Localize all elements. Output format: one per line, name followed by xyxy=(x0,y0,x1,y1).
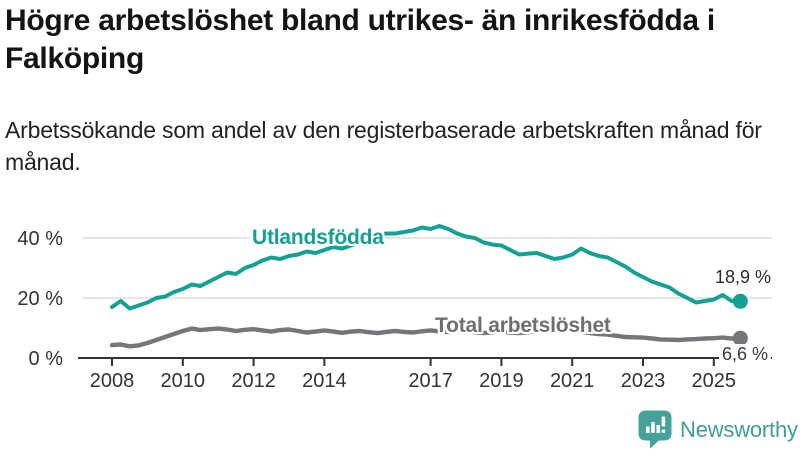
series-line-utlandsfodda xyxy=(110,224,743,311)
series-end-dot-utlandsfodda xyxy=(732,293,748,309)
x-tick-label-2012: 2012 xyxy=(231,370,276,392)
end-value-label-utlandsfodda: 18,9 % xyxy=(715,267,772,287)
y-tick-label-20: 20 % xyxy=(17,288,63,310)
chart-svg: 0 % 20 % 40 % 2008 2010 2012 2014 2017 2019 2021 2… xyxy=(17,224,772,392)
y-tick-label-0: 0 % xyxy=(29,348,64,370)
x-tick-label-2023: 2023 xyxy=(621,370,666,392)
x-tick-label-2017: 2017 xyxy=(408,370,453,392)
bar-chart-speech-bubble-icon xyxy=(638,410,672,449)
x-tick-label-2021: 2021 xyxy=(550,370,595,392)
brand-name: Newsworthy xyxy=(680,416,798,442)
chart: 0 % 20 % 40 % 2008 2010 2012 2014 2017 2019 2021 2… xyxy=(0,200,800,410)
page-title: Högre arbetslöshet bland utrikes- än inr… xyxy=(5,4,715,75)
end-value-label-total-arbetsloshet: 6,6 % xyxy=(719,344,772,365)
page-subtitle: Arbetssökande som andel av den registerb… xyxy=(5,117,762,175)
brand: Newsworthy xyxy=(638,410,798,449)
x-tick-label-2014: 2014 xyxy=(302,370,347,392)
series-label-total-arbetsloshet: Total arbetslöshet xyxy=(435,314,611,337)
x-tick-label-2010: 2010 xyxy=(161,370,206,392)
x-tick-label-2008: 2008 xyxy=(90,370,135,392)
x-tick-label-2025: 2025 xyxy=(692,370,737,392)
series-label-utlandsfodda: Utlandsfödda xyxy=(252,226,384,249)
series-line-total-arbetsloshet xyxy=(109,326,743,349)
y-tick-label-40: 40 % xyxy=(17,228,63,250)
x-tick-label-2019: 2019 xyxy=(479,370,524,392)
series-end-dot-total-arbetsloshet xyxy=(732,330,748,346)
